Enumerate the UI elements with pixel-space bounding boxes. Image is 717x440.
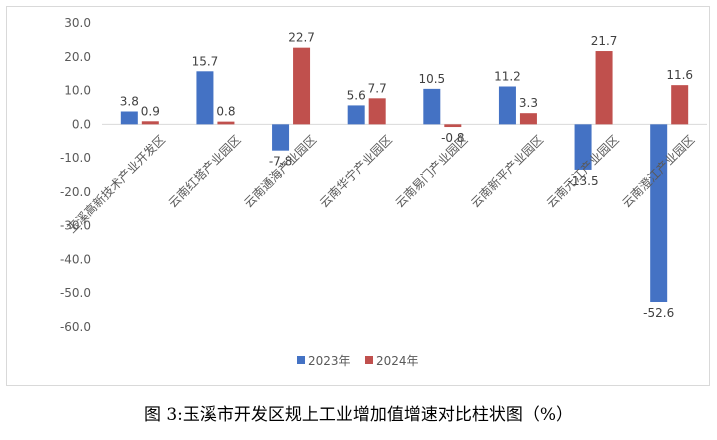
data-label: 11.2: [494, 70, 521, 84]
y-tick-label: -60.0: [60, 320, 91, 334]
bar: [272, 124, 290, 151]
bar: [368, 98, 386, 125]
y-tick-label: -50.0: [60, 286, 91, 300]
data-label: 21.7: [591, 34, 618, 48]
bar: [423, 88, 441, 125]
category-label: 云南新平产业园区: [468, 132, 546, 210]
bar: [519, 113, 537, 125]
legend: 2023年 2024年: [297, 354, 419, 368]
y-tick-label: -20.0: [60, 185, 91, 199]
category-label: 云南易门产业园区: [392, 132, 470, 210]
bar: [196, 71, 214, 125]
figure-caption: 图 3:玉溪市开发区规上工业增加值增速对比柱状图（%）: [143, 405, 574, 425]
y-tick-label: 20.0: [64, 50, 91, 64]
data-label: -52.6: [643, 306, 674, 320]
bar: [120, 111, 138, 125]
legend-swatch: [365, 356, 373, 364]
legend-label: 2023年: [308, 354, 351, 368]
data-labels: 3.80.9 15.7 0.8 -7.8 22.7 5.67.7 10.5 -0.8 11.2 3…: [120, 31, 693, 320]
bar: [141, 121, 159, 125]
legend-swatch: [297, 356, 305, 364]
data-label: -13.5: [568, 174, 599, 188]
y-tick-label: 10.0: [64, 84, 91, 98]
y-tick-label: 30.0: [64, 16, 91, 30]
category-label: 云南华宁产业园区: [316, 132, 394, 210]
data-label: 3.3: [519, 96, 538, 110]
data-label: 15.7: [192, 54, 219, 68]
bar: [650, 124, 668, 303]
data-label: 0.8: [216, 105, 235, 119]
bar: [498, 86, 516, 125]
bars: [120, 47, 689, 303]
data-label: 11.6: [666, 68, 693, 82]
y-tick-label: -10.0: [60, 151, 91, 165]
category-label: 玉溪高新技术产业开发区: [64, 132, 168, 236]
bar: [595, 51, 613, 125]
data-label: 3.8: [120, 94, 139, 108]
bar: [293, 47, 311, 125]
data-label: 22.7: [288, 31, 315, 45]
data-label: 0.9: [141, 104, 160, 118]
category-label: 云南红塔产业园区: [165, 132, 243, 210]
data-label: 7.7: [368, 81, 387, 95]
bar: [574, 124, 592, 170]
data-label: 10.5: [418, 72, 445, 86]
category-labels: 玉溪高新技术产业开发区云南红塔产业园区云南通海产业园区云南华宁产业园区云南易门产…: [64, 132, 697, 236]
y-tick-label: 0.0: [72, 117, 91, 131]
data-label: -0.8: [441, 131, 464, 145]
legend-label: 2024年: [376, 354, 419, 368]
y-tick-label: -30.0: [60, 219, 91, 233]
chart-frame: 30.0 20.0 10.0 0.0 -10.0 -20.0 -30.0 -40.0 -50.0…: [6, 6, 710, 386]
y-tick-label: -40.0: [60, 252, 91, 266]
data-label: -7.8: [269, 155, 292, 169]
y-axis-ticks: 30.0 20.0 10.0 0.0 -10.0 -20.0 -30.0 -40.0 -50.0…: [60, 16, 91, 334]
data-label: 5.6: [347, 88, 366, 102]
bar-chart: 30.0 20.0 10.0 0.0 -10.0 -20.0 -30.0 -40.0 -50.0…: [60, 16, 707, 368]
bar: [444, 124, 462, 128]
bar: [671, 85, 689, 125]
bar: [347, 105, 365, 125]
bar: [217, 121, 235, 125]
